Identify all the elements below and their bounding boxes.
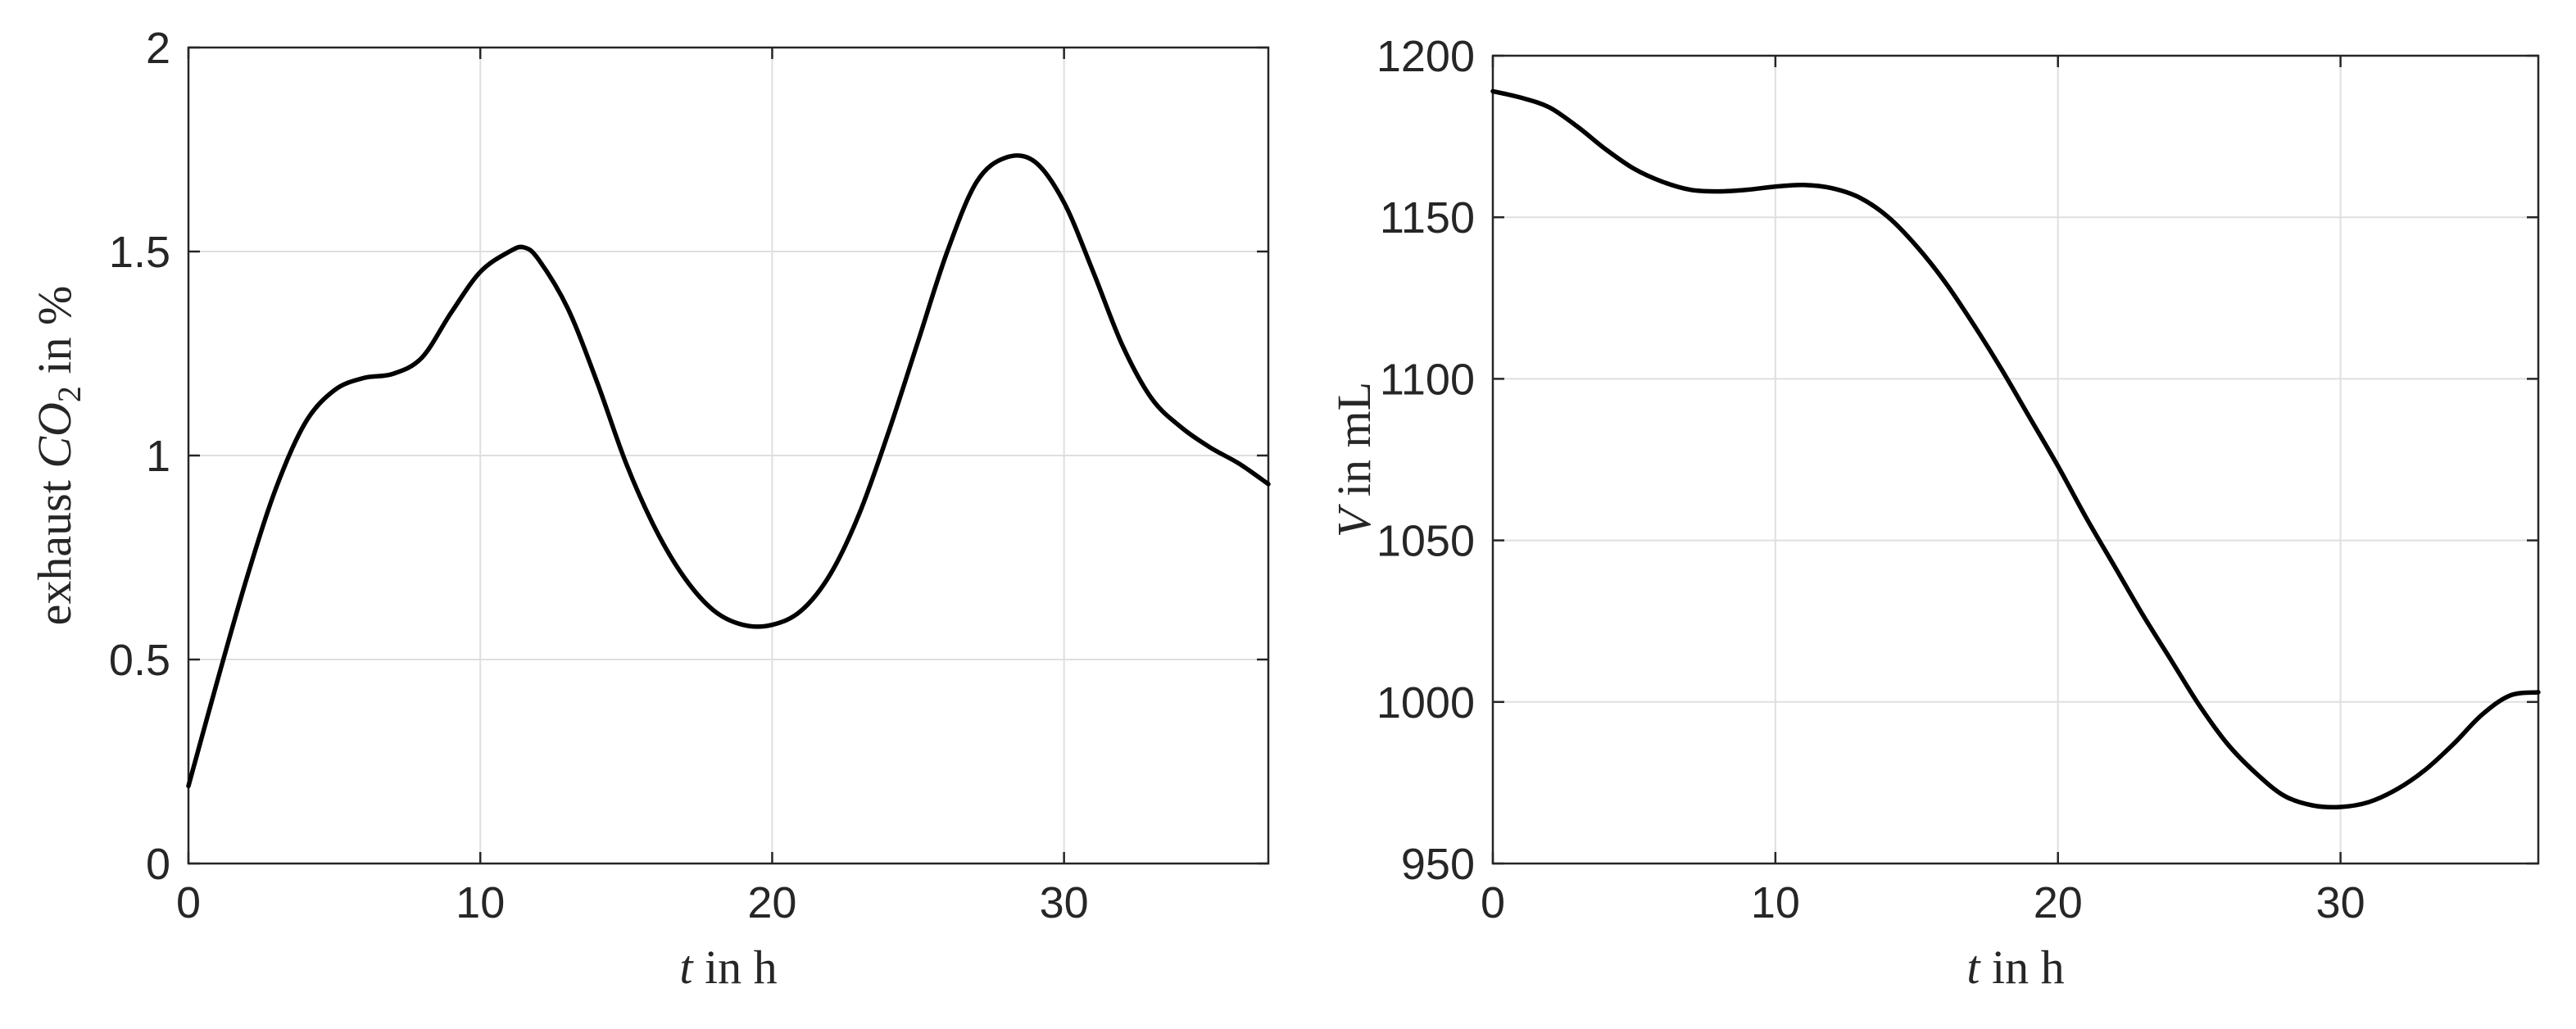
x-tick-label: 30 bbox=[2316, 878, 2365, 927]
volume-chart: 0 10 20 30 950 1000 1050 1100 1150 1200 t in h V in… bbox=[1327, 32, 2541, 994]
x-tick-label: 20 bbox=[747, 878, 796, 927]
y-axis-label: V in mL bbox=[1327, 382, 1381, 537]
x-tick-label: 10 bbox=[1751, 878, 1800, 927]
y-tick-label: 0 bbox=[146, 840, 170, 889]
y-axis-label: exhaust CO2 in % bbox=[28, 286, 88, 626]
y-tick-label: 2 bbox=[146, 24, 170, 73]
y-tick-label: 0.5 bbox=[109, 636, 170, 685]
axes-box bbox=[1491, 54, 2540, 865]
series-line bbox=[186, 153, 1271, 789]
plot-area bbox=[1493, 56, 2538, 864]
x-tick-label: 30 bbox=[1040, 878, 1089, 927]
x-axis-label: t in h bbox=[1966, 941, 2064, 994]
y-tick-label: 1200 bbox=[1376, 32, 1475, 81]
y-tick-label: 1.5 bbox=[109, 228, 170, 277]
x-tick-label: 10 bbox=[456, 878, 505, 927]
y-tick-label: 1050 bbox=[1376, 517, 1475, 566]
y-tick-label: 1 bbox=[146, 432, 170, 481]
y-tick-label: 1100 bbox=[1380, 355, 1475, 404]
x-tick-label: 0 bbox=[1481, 878, 1505, 927]
y-tick-label: 950 bbox=[1401, 840, 1475, 889]
x-axis-label: t in h bbox=[679, 941, 777, 994]
series-line bbox=[1490, 88, 2541, 810]
co2-chart: 0 10 20 30 0 0.5 1 1.5 2 t in h exhaust CO2 in % bbox=[28, 24, 1271, 994]
y-tick-label: 1150 bbox=[1380, 193, 1475, 243]
x-tick-label: 0 bbox=[176, 878, 201, 927]
y-tick-label: 1000 bbox=[1376, 678, 1475, 728]
x-tick-label: 20 bbox=[2034, 878, 2083, 927]
